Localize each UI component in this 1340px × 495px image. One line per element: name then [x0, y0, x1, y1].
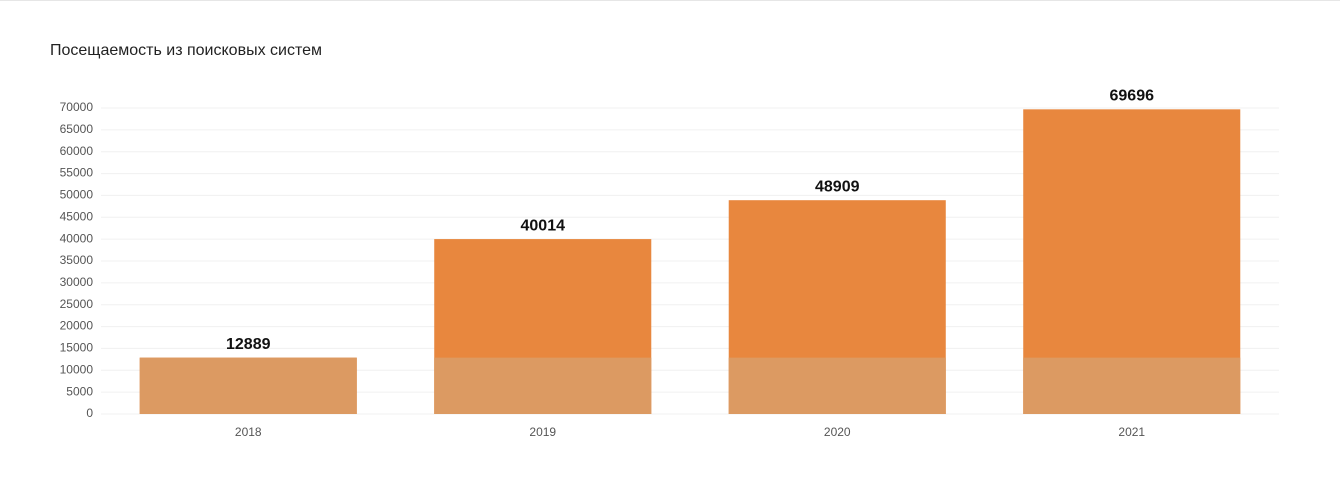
y-tick-label: 50000: [60, 188, 94, 202]
base-bar: [728, 357, 946, 414]
y-tick-label: 70000: [60, 100, 94, 114]
value-label: 48909: [815, 178, 860, 195]
base-bar: [139, 357, 357, 414]
y-tick-label: 15000: [60, 341, 94, 355]
y-tick-label: 10000: [60, 362, 94, 376]
value-label: 12889: [226, 336, 271, 353]
y-tick-label: 30000: [60, 275, 94, 289]
x-tick-label: 2018: [235, 425, 262, 439]
y-tick-label: 20000: [60, 319, 94, 333]
y-tick-label: 0: [86, 406, 93, 420]
base-bar: [1023, 357, 1241, 414]
y-tick-label: 35000: [60, 253, 94, 267]
y-tick-label: 60000: [60, 144, 94, 158]
value-label: 69696: [1110, 88, 1155, 105]
y-tick-label: 55000: [60, 166, 94, 180]
x-tick-label: 2020: [824, 425, 851, 439]
x-tick-label: 2019: [529, 425, 556, 439]
y-tick-label: 40000: [60, 231, 94, 245]
base-bar: [434, 357, 652, 414]
chart-title: Посещаемость из поисковых систем: [50, 42, 322, 59]
y-tick-label: 25000: [60, 297, 94, 311]
y-tick-label: 5000: [66, 384, 93, 398]
y-tick-label: 45000: [60, 209, 94, 223]
value-label: 40014: [521, 217, 566, 234]
x-tick-label: 2021: [1118, 425, 1145, 439]
y-tick-label: 65000: [60, 122, 94, 136]
